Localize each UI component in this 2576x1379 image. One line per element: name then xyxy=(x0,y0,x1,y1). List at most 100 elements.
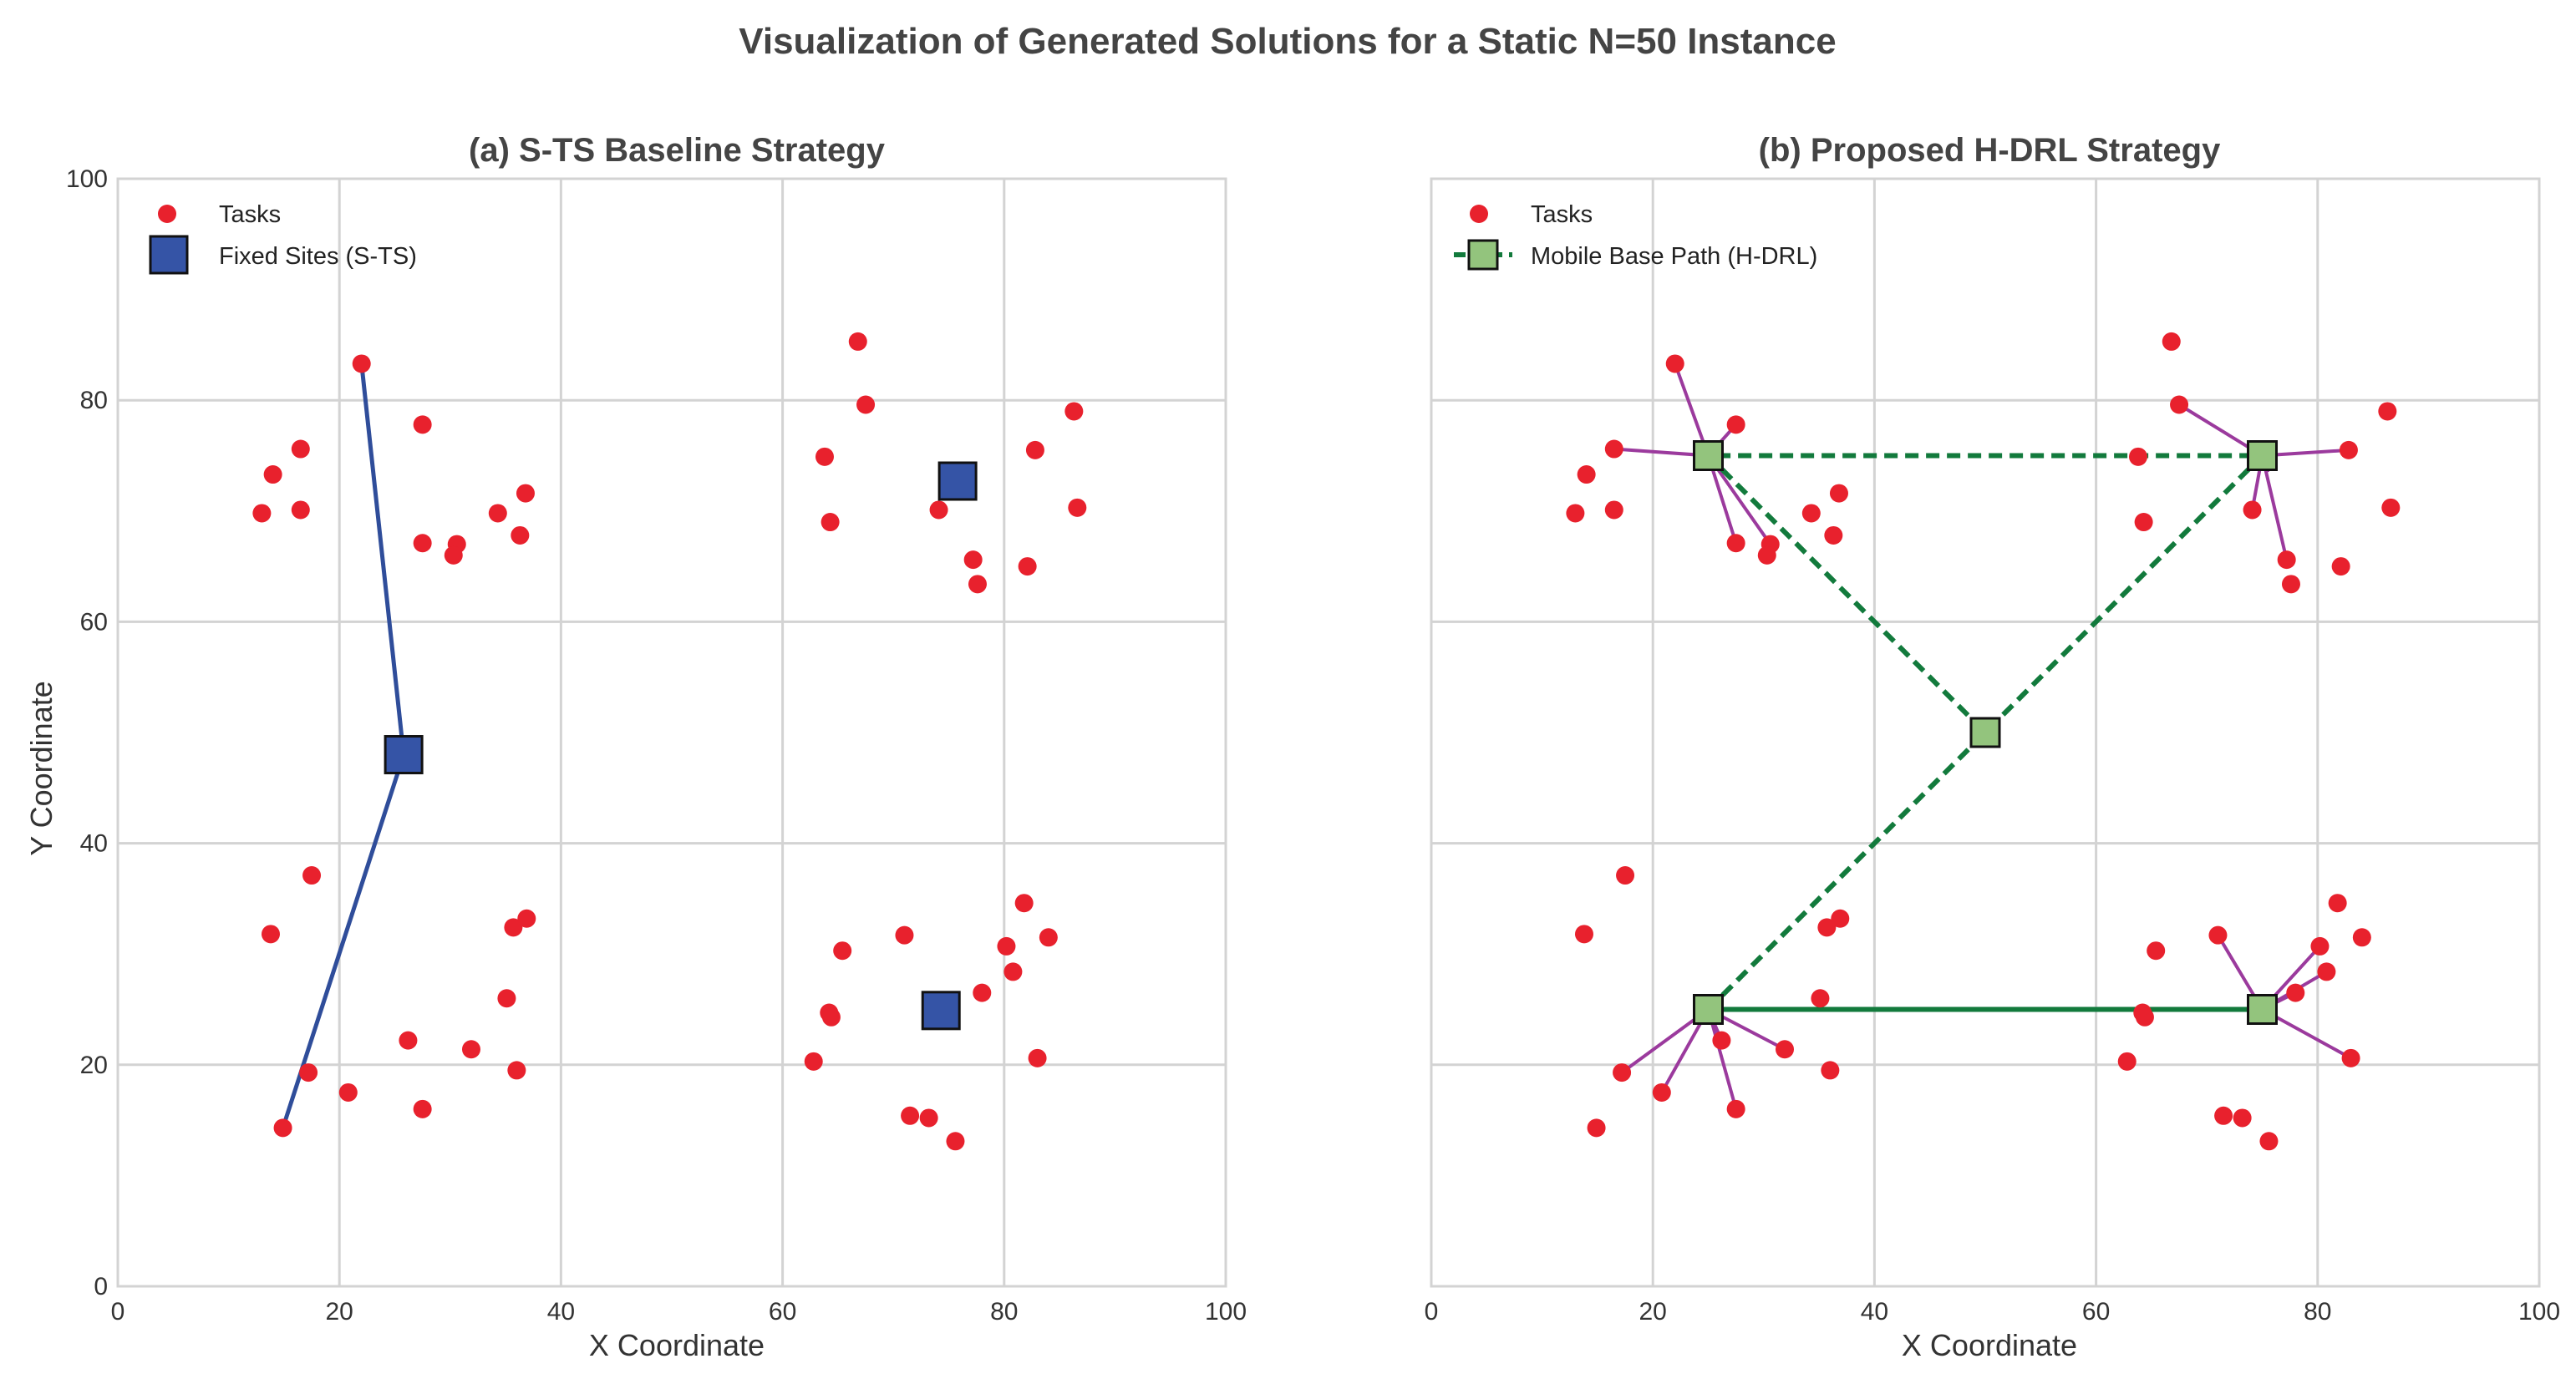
task-point xyxy=(1613,1063,1632,1082)
task-point xyxy=(2331,557,2350,576)
task-point xyxy=(973,983,992,1002)
task-point xyxy=(1829,484,1848,503)
task-point xyxy=(1652,1082,1671,1102)
mobile-base-stop-marker xyxy=(2247,440,2278,471)
y-tick-label: 20 xyxy=(80,1052,108,1079)
x-tick-label: 20 xyxy=(1639,1298,1667,1326)
task-point xyxy=(444,545,463,565)
legend-task-marker xyxy=(1470,205,1488,223)
task-point xyxy=(1665,354,1684,373)
task-point xyxy=(1018,557,1037,576)
task-point xyxy=(2128,447,2147,466)
task-point xyxy=(1039,928,1058,947)
task-point xyxy=(901,1106,920,1125)
task-point xyxy=(848,332,867,351)
fixed-site-connection-line xyxy=(359,363,406,755)
x-tick-label: 40 xyxy=(1861,1298,1888,1326)
x-tick-label: 100 xyxy=(1205,1298,1247,1326)
mobile-base-stop-marker xyxy=(2247,994,2278,1025)
task-point xyxy=(1616,866,1635,885)
task-point xyxy=(1566,504,1585,523)
task-point xyxy=(968,575,987,594)
task-point xyxy=(2170,395,2189,414)
x-tick-label: 60 xyxy=(2082,1298,2110,1326)
fixed-site-marker xyxy=(937,461,978,501)
task-point xyxy=(2147,941,2166,961)
task-point xyxy=(252,504,272,523)
panel-a-xlabel: X Coordinate xyxy=(589,1328,765,1362)
task-point xyxy=(804,1052,823,1071)
task-point xyxy=(461,1040,480,1059)
task-point xyxy=(413,1099,432,1118)
panel-b-title: (b) Proposed H-DRL Strategy xyxy=(1759,132,2221,169)
task-point xyxy=(261,925,280,944)
task-point xyxy=(1587,1118,1606,1138)
task-point xyxy=(963,550,983,570)
legend-tasks-label: Tasks xyxy=(1531,201,1593,228)
task-point xyxy=(1064,402,1084,421)
y-tick-label: 60 xyxy=(80,608,108,636)
panel-b-xlabel: X Coordinate xyxy=(1902,1328,2077,1362)
mobile-base-stop-marker xyxy=(1693,440,1724,471)
task-point xyxy=(1726,534,1745,553)
task-point xyxy=(1712,1031,1731,1050)
task-point xyxy=(2381,498,2401,517)
task-point xyxy=(517,909,536,928)
task-point xyxy=(504,918,523,937)
task-point xyxy=(1831,909,1850,928)
panel-b: (b) Proposed H-DRL Strategy X Coordinate… xyxy=(1425,132,2560,1362)
mobile-base-stop-marker xyxy=(1969,717,2001,748)
x-tick-label: 0 xyxy=(111,1298,125,1326)
task-point xyxy=(1775,1040,1794,1059)
panel-a: (a) S-TS Baseline Strategy X Coordinate … xyxy=(24,132,1247,1362)
task-point xyxy=(291,500,310,520)
task-point xyxy=(2117,1052,2137,1071)
task-point xyxy=(2208,925,2228,945)
x-tick-label: 60 xyxy=(769,1298,796,1326)
y-tick-label: 100 xyxy=(66,165,108,193)
task-point xyxy=(2134,513,2153,532)
task-point xyxy=(833,941,852,961)
task-point xyxy=(273,1118,292,1138)
task-point xyxy=(2317,962,2336,981)
x-tick-label: 20 xyxy=(326,1298,353,1326)
task-point xyxy=(821,1007,841,1027)
task-point xyxy=(1574,925,1593,944)
legend-mobile-path-label: Mobile Base Path (H-DRL) xyxy=(1531,243,1817,270)
task-point xyxy=(1811,989,1830,1008)
task-point xyxy=(511,525,530,545)
task-point xyxy=(2162,332,2181,351)
task-point xyxy=(1577,465,1596,484)
legend-task-marker xyxy=(158,205,176,223)
task-point xyxy=(507,1061,526,1080)
task-point xyxy=(291,439,310,459)
task-point xyxy=(263,465,282,484)
legend-mobile-base-marker xyxy=(1467,239,1499,271)
fixed-site-marker xyxy=(384,735,424,775)
task-assignment-line xyxy=(1706,1008,1738,1110)
task-point xyxy=(821,513,840,532)
task-point xyxy=(929,500,948,520)
x-tick-label: 80 xyxy=(990,1298,1018,1326)
task-point xyxy=(895,925,914,945)
y-tick-label: 0 xyxy=(94,1273,108,1300)
task-point xyxy=(1025,440,1044,459)
task-point xyxy=(2378,402,2397,421)
panel-a-legend: Tasks Fixed Sites (S-TS) xyxy=(149,201,417,275)
task-point xyxy=(1028,1048,1047,1067)
task-point xyxy=(2341,1048,2360,1067)
task-point xyxy=(488,504,507,523)
task-point xyxy=(2352,928,2371,947)
plot-frame xyxy=(1430,177,2541,1288)
task-point xyxy=(338,1082,358,1102)
task-point xyxy=(2233,1108,2252,1128)
legend-fixed-sites-label: Fixed Sites (S-TS) xyxy=(219,243,417,270)
task-point xyxy=(516,484,535,503)
x-tick-label: 40 xyxy=(547,1298,575,1326)
task-point xyxy=(1003,962,1023,981)
task-point xyxy=(413,534,432,553)
task-point xyxy=(2310,936,2330,956)
task-point xyxy=(1801,504,1821,523)
task-point xyxy=(1726,415,1745,434)
